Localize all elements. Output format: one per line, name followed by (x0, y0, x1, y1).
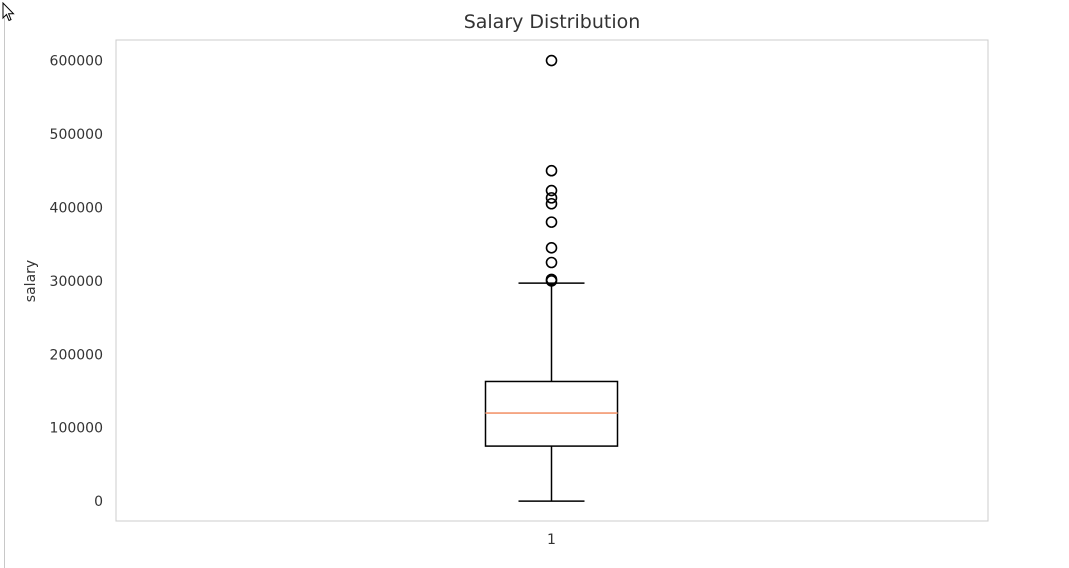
outlier-point (545, 164, 558, 177)
outlier-point (545, 242, 558, 254)
chart-title: Salary Distribution (464, 11, 641, 33)
mouse-pointer-icon (2, 2, 15, 22)
y-tick-label: 0 (94, 494, 103, 510)
outlier-point (545, 256, 558, 269)
x-axis-ticks: 1 (547, 532, 556, 548)
y-tick-label: 100000 (50, 421, 103, 437)
outlier-points (545, 54, 558, 287)
x-tick-label: 1 (547, 532, 556, 548)
y-axis-label: salary (23, 260, 39, 302)
plot-area-frame (115, 39, 989, 522)
y-tick-label: 500000 (50, 127, 103, 143)
outlier-point (545, 197, 558, 210)
y-axis-ticks: 0 100000 200000 300000 400000 500000 600000 (50, 54, 103, 511)
y-tick-label: 300000 (50, 274, 103, 290)
outlier-point (545, 273, 558, 286)
outlier-point (545, 192, 558, 204)
y-tick-label: 600000 (50, 54, 103, 70)
y-tick-label: 400000 (50, 200, 103, 216)
y-tick-label: 200000 (50, 347, 103, 363)
outlier-point (545, 54, 558, 67)
outlier-point (545, 184, 558, 197)
window-edge (4, 18, 5, 568)
box-plot (484, 282, 619, 502)
outlier-point (545, 216, 558, 228)
